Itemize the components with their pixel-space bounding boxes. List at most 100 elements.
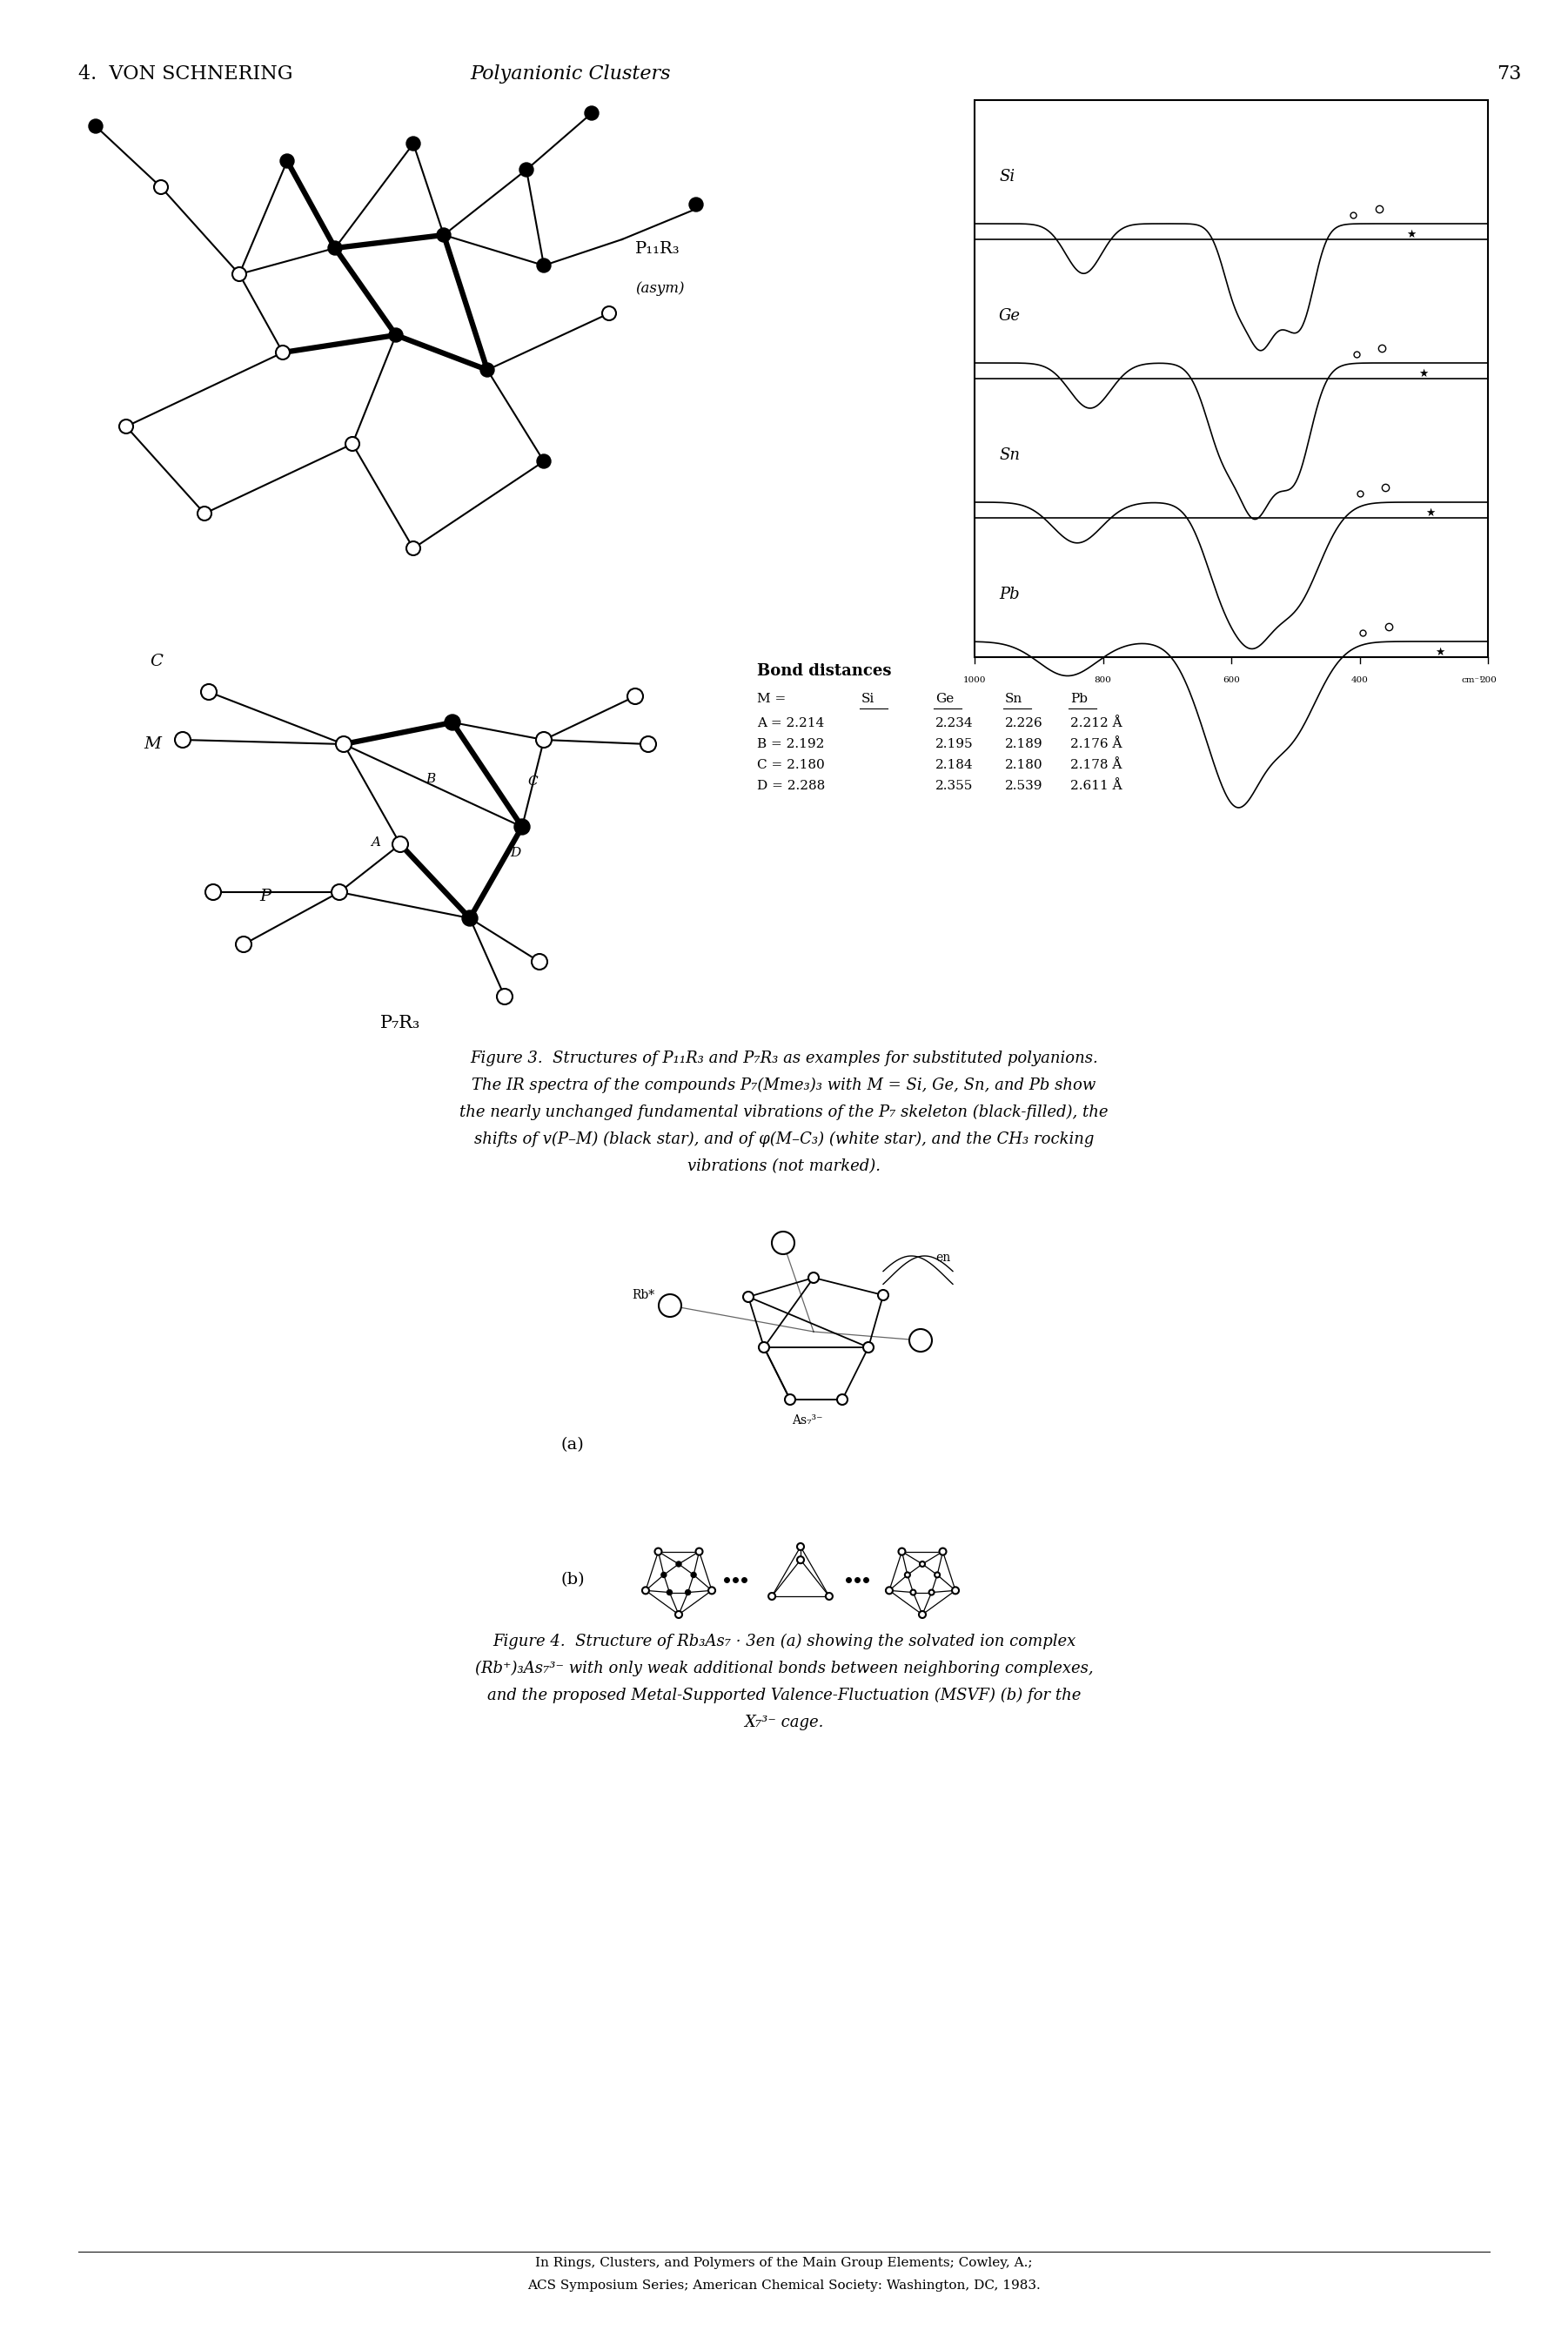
Circle shape — [389, 329, 403, 343]
Text: In Rings, Clusters, and Polymers of the Main Group Elements; Cowley, A.;: In Rings, Clusters, and Polymers of the … — [535, 2256, 1033, 2270]
Circle shape — [463, 909, 478, 926]
Text: 200: 200 — [1479, 677, 1496, 684]
Circle shape — [659, 1295, 682, 1316]
Text: and the proposed Metal-Supported Valence-Fluctuation (MSVF) (b) for the: and the proposed Metal-Supported Valence… — [488, 1687, 1080, 1704]
Text: 2.176 Å: 2.176 Å — [1071, 738, 1123, 750]
Text: ★: ★ — [1425, 508, 1435, 519]
Circle shape — [768, 1593, 776, 1600]
Circle shape — [514, 820, 530, 834]
Bar — [975, 101, 1488, 658]
Circle shape — [676, 1560, 682, 1567]
Text: The IR spectra of the compounds P₇(Mme₃)₃ with M = Si, Ge, Sn, and Pb show: The IR spectra of the compounds P₇(Mme₃)… — [472, 1076, 1096, 1093]
Text: 4.  VON SCHNERING: 4. VON SCHNERING — [78, 63, 293, 85]
Circle shape — [406, 136, 420, 150]
Text: C = 2.180: C = 2.180 — [757, 759, 825, 771]
Text: 2.611 Å: 2.611 Å — [1071, 780, 1123, 792]
Circle shape — [276, 345, 290, 360]
Circle shape — [643, 1586, 649, 1593]
Text: 2.234: 2.234 — [936, 717, 974, 728]
Circle shape — [532, 954, 547, 971]
Circle shape — [809, 1271, 818, 1283]
Circle shape — [205, 884, 221, 900]
Text: 2.195: 2.195 — [936, 738, 974, 750]
Text: Polyanionic Clusters: Polyanionic Clusters — [470, 63, 671, 85]
Circle shape — [519, 162, 533, 176]
Text: D: D — [510, 846, 521, 860]
Circle shape — [935, 1572, 939, 1577]
Circle shape — [585, 106, 599, 120]
Text: 2.539: 2.539 — [1005, 780, 1043, 792]
Text: M =: M = — [757, 693, 786, 705]
Circle shape — [898, 1549, 905, 1556]
Text: Figure 4.  Structure of Rb₃As₇ · 3en (a) showing the solvated ion complex: Figure 4. Structure of Rb₃As₇ · 3en (a) … — [492, 1633, 1076, 1650]
Text: the nearly unchanged fundamental vibrations of the P₇ skeleton (black-filled), t: the nearly unchanged fundamental vibrati… — [459, 1104, 1109, 1121]
Circle shape — [119, 421, 133, 432]
Circle shape — [837, 1394, 848, 1405]
Text: cm⁻¹: cm⁻¹ — [1461, 677, 1483, 684]
Text: Bond distances: Bond distances — [757, 663, 892, 679]
Text: (asym): (asym) — [635, 282, 684, 296]
Text: C: C — [151, 653, 163, 670]
Text: shifts of v(P–M) (black star), and of φ(M–C₃) (white star), and the CH₃ rocking: shifts of v(P–M) (black star), and of φ(… — [474, 1130, 1094, 1147]
Circle shape — [709, 1586, 715, 1593]
Circle shape — [176, 731, 191, 747]
Circle shape — [480, 362, 494, 376]
Text: ★: ★ — [1435, 646, 1444, 658]
Circle shape — [911, 1591, 916, 1596]
Text: 600: 600 — [1223, 677, 1240, 684]
Text: X₇³⁻ cage.: X₇³⁻ cage. — [745, 1716, 823, 1730]
Circle shape — [89, 120, 102, 134]
Circle shape — [928, 1591, 935, 1596]
Circle shape — [886, 1586, 892, 1593]
Circle shape — [909, 1330, 931, 1351]
Text: 2.189: 2.189 — [1005, 738, 1043, 750]
Circle shape — [797, 1556, 804, 1563]
Circle shape — [497, 989, 513, 1003]
Text: P₁₁R₃: P₁₁R₃ — [635, 242, 681, 256]
Circle shape — [392, 837, 408, 853]
Text: C: C — [527, 776, 538, 787]
Text: P: P — [260, 888, 271, 905]
Circle shape — [743, 1293, 754, 1302]
Circle shape — [345, 437, 359, 451]
Circle shape — [666, 1591, 673, 1596]
Circle shape — [281, 155, 295, 167]
Circle shape — [797, 1544, 804, 1551]
Text: 2.212 Å: 2.212 Å — [1071, 717, 1123, 728]
Circle shape — [602, 306, 616, 320]
Text: Ge: Ge — [999, 308, 1021, 324]
Circle shape — [696, 1549, 702, 1556]
Circle shape — [445, 714, 461, 731]
Text: Si: Si — [861, 693, 875, 705]
Text: 2.355: 2.355 — [936, 780, 974, 792]
Circle shape — [331, 884, 347, 900]
Text: As₇³⁻: As₇³⁻ — [792, 1415, 823, 1426]
Text: en: en — [936, 1253, 950, 1264]
Circle shape — [662, 1572, 666, 1577]
Circle shape — [952, 1586, 960, 1593]
Text: 2.178 Å: 2.178 Å — [1071, 759, 1123, 771]
Circle shape — [201, 684, 216, 700]
Text: Sn: Sn — [1005, 693, 1022, 705]
Circle shape — [536, 258, 550, 273]
Circle shape — [328, 242, 342, 256]
Circle shape — [676, 1612, 682, 1619]
Text: ACS Symposium Series; American Chemical Society: Washington, DC, 1983.: ACS Symposium Series; American Chemical … — [527, 2280, 1041, 2291]
Circle shape — [690, 197, 702, 212]
Text: P₇R₃: P₇R₃ — [379, 1015, 420, 1032]
Text: B: B — [426, 773, 436, 785]
Circle shape — [232, 268, 246, 282]
Text: vibrations (not marked).: vibrations (not marked). — [687, 1159, 881, 1175]
Text: ★: ★ — [1406, 228, 1416, 240]
Text: 2.184: 2.184 — [936, 759, 974, 771]
Circle shape — [437, 228, 450, 242]
Text: Pb: Pb — [999, 588, 1019, 602]
Circle shape — [878, 1290, 889, 1300]
Circle shape — [198, 508, 212, 519]
Circle shape — [627, 689, 643, 705]
Text: Sn: Sn — [999, 446, 1019, 463]
Text: M: M — [144, 736, 162, 752]
Circle shape — [905, 1572, 909, 1577]
Circle shape — [920, 1560, 925, 1567]
Circle shape — [406, 540, 420, 555]
